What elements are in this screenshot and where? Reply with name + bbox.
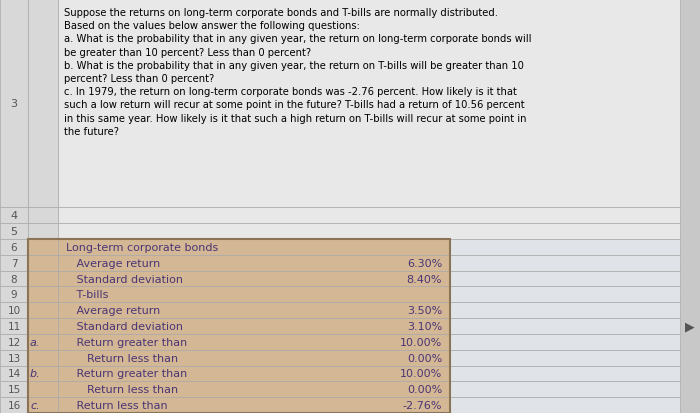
- Bar: [0, 382, 28, 397]
- Bar: [28, 287, 58, 303]
- Bar: [28, 255, 58, 271]
- Text: Long-term corporate bonds: Long-term corporate bonds: [66, 242, 218, 252]
- Bar: [58, 350, 450, 366]
- Text: 15: 15: [8, 385, 20, 394]
- Bar: [28, 397, 58, 413]
- Bar: [0, 271, 28, 287]
- Text: 10.00%: 10.00%: [400, 337, 442, 347]
- Text: Standard deviation: Standard deviation: [66, 321, 183, 331]
- Bar: [58, 397, 450, 413]
- Text: 16: 16: [8, 400, 20, 410]
- Bar: [450, 350, 680, 366]
- Bar: [28, 207, 58, 223]
- Text: 5: 5: [10, 226, 18, 236]
- Bar: [58, 366, 450, 382]
- Bar: [28, 318, 58, 334]
- Bar: [28, 240, 58, 255]
- Text: 0.00%: 0.00%: [407, 353, 442, 363]
- Bar: [450, 397, 680, 413]
- Text: 14: 14: [8, 368, 20, 379]
- Bar: [0, 334, 28, 350]
- Bar: [28, 223, 58, 240]
- Text: 4: 4: [10, 211, 18, 221]
- Text: 7: 7: [10, 258, 18, 268]
- Text: 10.00%: 10.00%: [400, 368, 442, 379]
- Text: Return less than: Return less than: [66, 353, 178, 363]
- Bar: [28, 382, 58, 397]
- Bar: [0, 303, 28, 318]
- Bar: [28, 350, 58, 366]
- Bar: [58, 240, 450, 255]
- Bar: [28, 240, 450, 413]
- Bar: [58, 255, 450, 271]
- Bar: [0, 397, 28, 413]
- Bar: [28, 271, 58, 287]
- Bar: [28, 0, 58, 207]
- Bar: [58, 334, 450, 350]
- Bar: [0, 318, 28, 334]
- Text: Average return: Average return: [66, 258, 160, 268]
- Bar: [58, 287, 450, 303]
- Bar: [58, 382, 450, 397]
- Bar: [28, 366, 58, 382]
- Text: Return less than: Return less than: [66, 400, 167, 410]
- Bar: [450, 366, 680, 382]
- Text: Return greater than: Return greater than: [66, 337, 188, 347]
- Bar: [450, 287, 680, 303]
- Text: b.: b.: [30, 368, 41, 379]
- Bar: [450, 255, 680, 271]
- Text: Average return: Average return: [66, 306, 160, 316]
- Bar: [28, 303, 58, 318]
- Text: 12: 12: [8, 337, 20, 347]
- Text: -2.76%: -2.76%: [402, 400, 442, 410]
- Bar: [450, 303, 680, 318]
- Text: 11: 11: [8, 321, 20, 331]
- Text: c.: c.: [30, 400, 40, 410]
- Bar: [0, 287, 28, 303]
- Bar: [58, 0, 680, 207]
- Text: a.: a.: [30, 337, 41, 347]
- Text: Suppose the returns on long-term corporate bonds and T-bills are normally distri: Suppose the returns on long-term corpora…: [64, 8, 531, 136]
- Bar: [0, 0, 28, 207]
- Text: T-bills: T-bills: [66, 290, 108, 300]
- Bar: [0, 240, 28, 255]
- Text: 6: 6: [10, 242, 18, 252]
- Bar: [450, 240, 680, 413]
- Text: 10: 10: [8, 306, 20, 316]
- Text: ▶: ▶: [685, 320, 695, 333]
- Bar: [450, 334, 680, 350]
- Text: Standard deviation: Standard deviation: [66, 274, 183, 284]
- Text: 3: 3: [10, 99, 18, 109]
- Bar: [450, 240, 680, 255]
- Bar: [680, 0, 700, 413]
- Text: 8.40%: 8.40%: [407, 274, 442, 284]
- Bar: [0, 223, 28, 240]
- Text: 3.10%: 3.10%: [407, 321, 442, 331]
- Text: 3.50%: 3.50%: [407, 306, 442, 316]
- Bar: [0, 350, 28, 366]
- Bar: [0, 255, 28, 271]
- Text: 13: 13: [8, 353, 20, 363]
- Bar: [450, 382, 680, 397]
- Text: 0.00%: 0.00%: [407, 385, 442, 394]
- Text: Return greater than: Return greater than: [66, 368, 188, 379]
- Bar: [58, 207, 680, 223]
- Bar: [450, 318, 680, 334]
- Text: 8: 8: [10, 274, 18, 284]
- Text: Return less than: Return less than: [66, 385, 178, 394]
- Bar: [0, 207, 28, 223]
- Text: 9: 9: [10, 290, 18, 300]
- Bar: [0, 366, 28, 382]
- Bar: [58, 223, 680, 240]
- Bar: [450, 271, 680, 287]
- Bar: [58, 271, 450, 287]
- Bar: [58, 303, 450, 318]
- Bar: [28, 334, 58, 350]
- Bar: [58, 318, 450, 334]
- Text: 6.30%: 6.30%: [407, 258, 442, 268]
